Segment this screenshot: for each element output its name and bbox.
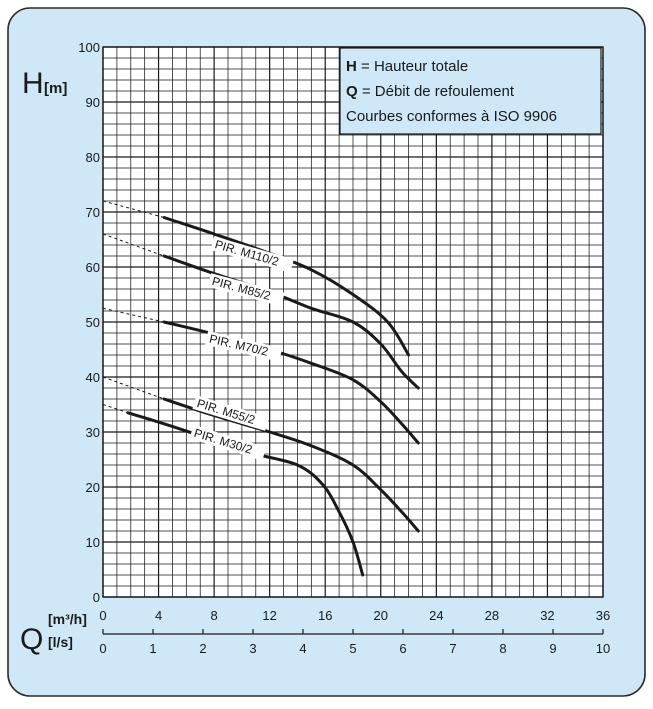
x-tick-label-ls: 9 [549,641,556,656]
x-tick-label-m3h: 28 [485,608,499,623]
y-tick-label: 0 [93,590,100,605]
x-tick-label-m3h: 12 [262,608,276,623]
dashed-extension-pir-m85-2 [102,233,165,257]
x-tick-label-ls: 0 [99,641,106,656]
plot-border [102,46,604,598]
pump-curves [126,216,420,577]
curve-pir-m110-2 [162,216,411,357]
curve-pir-m55-2 [162,397,420,533]
grid [102,46,604,598]
curve-label-bg [192,395,270,431]
y-tick-label: 50 [86,315,100,330]
dashed-extension-pir-m110-2 [102,200,165,218]
x-tick-label-ls: 4 [299,641,306,656]
x-tick-label-ls: 7 [449,641,456,656]
y-axis-title: H [m] [22,67,67,100]
curve-pir-m85-2 [162,254,420,390]
x-tick-label-ls: 1 [149,641,156,656]
legend-h-line: H = Hauteur totale [346,58,468,75]
x-tick-label-m3h: 0 [99,608,106,623]
y-tick-label: 70 [86,205,100,220]
x-tick-label-m3h: 36 [596,608,610,623]
y-axis-unit: [m] [44,80,67,97]
y-tick-label: 90 [86,95,100,110]
y-tick-label: 20 [86,480,100,495]
x-axis-title: Q [m³/h] [l/s] [20,611,87,656]
x-axis-ticks-m3h: 0 4 8 12 16 20 24 28 32 36 [99,608,610,623]
dashed-extension-pir-m30-2 [102,404,129,414]
x-axis-symbol: Q [20,623,43,656]
y-tick-label: 30 [86,425,100,440]
x-tick-label-ls: 8 [499,641,506,656]
y-axis-ticks: 0 10 20 30 40 50 60 70 80 90 100 [78,40,100,605]
curve-label-bg [210,236,295,273]
y-tick-label: 60 [86,260,100,275]
curve-label-bg [205,331,283,362]
x-tick-label-m3h: 20 [374,608,388,623]
x-axis-unit-ls: [l/s] [48,634,73,650]
x-tick-label-m3h: 16 [318,608,332,623]
x-tick-label-ls: 10 [596,641,610,656]
x-tick-label-ls: 5 [349,641,356,656]
curve-label-bg [207,273,285,307]
legend-frame [339,47,602,135]
x-tick-label-m3h: 32 [540,608,554,623]
dashed-extension-pir-m70-2 [102,307,165,323]
x-tick-label-m3h: 24 [429,608,443,623]
x-axis-unit-m3h: [m³/h] [48,611,87,627]
curve-label-bg [189,425,267,461]
y-axis-symbol: H [22,67,44,100]
x-tick-label-m3h: 4 [155,608,162,623]
dashed-extensions [102,200,165,414]
x-tick-label-ls: 2 [199,641,206,656]
y-tick-label: 10 [86,535,100,550]
x-axis-ticks-ls: 0 1 2 3 4 5 6 7 8 9 10 [99,629,610,656]
dashed-extension-pir-m55-2 [102,376,165,400]
y-tick-label: 100 [78,40,100,55]
legend-box: H = Hauteur totale Q = Débit de refoulem… [339,47,602,135]
y-tick-label: 40 [86,370,100,385]
curve-pir-m30-2 [126,411,365,577]
x-tick-label-m3h: 8 [210,608,217,623]
legend-q-line: Q = Débit de refoulement [346,83,515,100]
x-tick-label-ls: 6 [399,641,406,656]
y-tick-label: 80 [86,150,100,165]
legend-note: Courbes conformes à ISO 9906 [346,108,557,125]
x-tick-label-ls: 3 [249,641,256,656]
